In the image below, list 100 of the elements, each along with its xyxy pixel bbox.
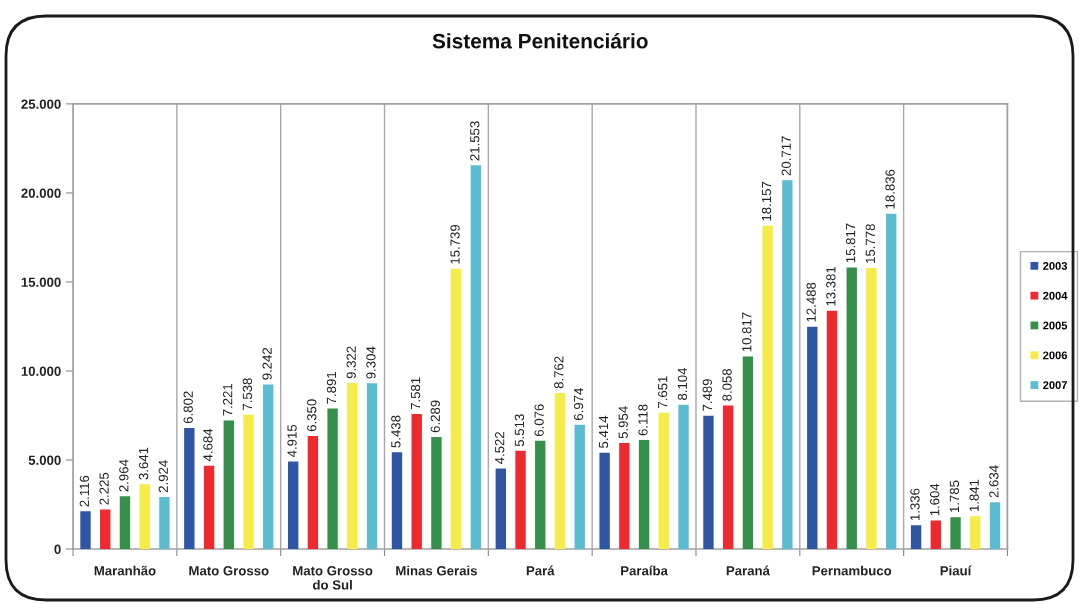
x-tick-label: Minas Gerais <box>396 565 477 576</box>
chart-title: Sistema Penitenciário <box>432 33 648 49</box>
data-label: 1.336 <box>910 488 920 521</box>
x-tick-label: Pernambuco <box>812 565 892 576</box>
data-label: 4.915 <box>287 424 297 458</box>
x-tick-label: Paraíba <box>621 565 668 576</box>
data-label: 7.581 <box>410 377 421 410</box>
bar <box>658 412 669 550</box>
bar <box>80 511 91 550</box>
bar <box>742 356 754 550</box>
data-label: 3.641 <box>138 447 149 480</box>
bar <box>554 393 566 550</box>
data-label: 8.762 <box>554 356 564 389</box>
y-tick-label: 25.000 <box>21 99 61 109</box>
bar <box>885 213 897 550</box>
bar <box>184 427 195 550</box>
bar <box>203 465 215 550</box>
data-label: 2.225 <box>99 472 109 505</box>
bar <box>327 408 338 550</box>
data-label: 7.221 <box>222 383 233 416</box>
legend-label: 2004 <box>1043 291 1068 300</box>
bar <box>431 437 442 550</box>
data-label: 13.381 <box>826 266 836 306</box>
bar <box>347 383 358 550</box>
bar <box>930 520 942 550</box>
data-label: 5.954 <box>618 406 628 439</box>
bar <box>119 496 131 550</box>
legend-label: 2005 <box>1043 321 1068 330</box>
y-tick-label: 15.000 <box>21 277 61 287</box>
data-label: 9.304 <box>366 346 376 379</box>
y-tick-label: 10.000 <box>21 366 61 376</box>
data-label: 8.104 <box>677 367 688 400</box>
data-label: 2.924 <box>158 460 168 493</box>
bar <box>638 440 650 550</box>
data-label: 18.836 <box>885 169 895 209</box>
bar <box>411 414 422 550</box>
data-label: 4.684 <box>203 428 213 462</box>
y-tick-label: 0 <box>54 544 61 554</box>
bar <box>703 415 714 550</box>
data-label: 9.322 <box>346 346 356 379</box>
data-label: 6.118 <box>638 404 648 436</box>
data-label: 9.242 <box>262 347 272 380</box>
x-tick-label: Pará <box>526 565 555 576</box>
bar <box>807 326 818 550</box>
x-tick-label: Maranhão <box>94 565 156 576</box>
data-label: 7.489 <box>702 379 712 411</box>
bar <box>159 496 170 550</box>
x-tick-label: Paraná <box>726 565 770 576</box>
bar <box>678 404 689 550</box>
bar <box>910 525 922 550</box>
bar <box>100 509 111 550</box>
x-tick-label: Piauí <box>940 565 972 576</box>
bar <box>970 516 981 550</box>
data-label: 2.634 <box>989 465 999 498</box>
bar <box>307 435 319 550</box>
data-label: 8.058 <box>722 368 732 401</box>
data-label: 6.802 <box>183 391 193 424</box>
x-tick-label: Mato Grosso do Sul <box>293 566 373 590</box>
data-label: 15.817 <box>845 223 856 263</box>
y-tick-label: 5.000 <box>28 455 61 465</box>
legend-label: 2003 <box>1043 261 1068 270</box>
bar <box>782 180 793 550</box>
data-label: 6.350 <box>307 399 317 432</box>
data-label: 18.157 <box>761 181 772 221</box>
bar <box>599 452 610 550</box>
data-label: 2.964 <box>119 459 129 492</box>
data-label: 1.785 <box>949 480 960 513</box>
bar <box>826 310 838 550</box>
data-label: 20.717 <box>781 136 791 176</box>
bar <box>139 484 150 550</box>
data-label: 6.076 <box>534 404 544 437</box>
data-label: 12.488 <box>806 282 816 322</box>
data-label: 5.513 <box>514 414 525 447</box>
legend-label: 2006 <box>1043 351 1068 360</box>
data-label: 4.522 <box>495 432 505 465</box>
bar <box>391 452 403 550</box>
x-tick-label: Mato Grosso <box>189 566 269 576</box>
bar <box>574 424 585 550</box>
data-label: 1.841 <box>969 479 979 512</box>
bar <box>722 405 734 550</box>
data-label: 6.289 <box>430 400 440 433</box>
data-label: 10.817 <box>742 312 752 352</box>
data-label: 2.116 <box>79 475 90 507</box>
data-label: 15.739 <box>450 224 460 264</box>
data-label: 7.538 <box>242 378 253 410</box>
bar <box>287 461 299 550</box>
bar <box>535 440 546 550</box>
bar <box>846 267 857 550</box>
bar <box>263 384 274 550</box>
bar <box>223 420 234 550</box>
bar <box>495 468 506 550</box>
legend-label: 2007 <box>1043 381 1067 390</box>
bar <box>470 165 482 550</box>
bar <box>450 268 462 550</box>
bar <box>866 268 877 550</box>
bar <box>989 502 1001 550</box>
data-label: 7.891 <box>326 371 337 404</box>
data-label: 6.974 <box>573 388 584 421</box>
bar <box>619 443 630 550</box>
bar <box>515 450 526 550</box>
